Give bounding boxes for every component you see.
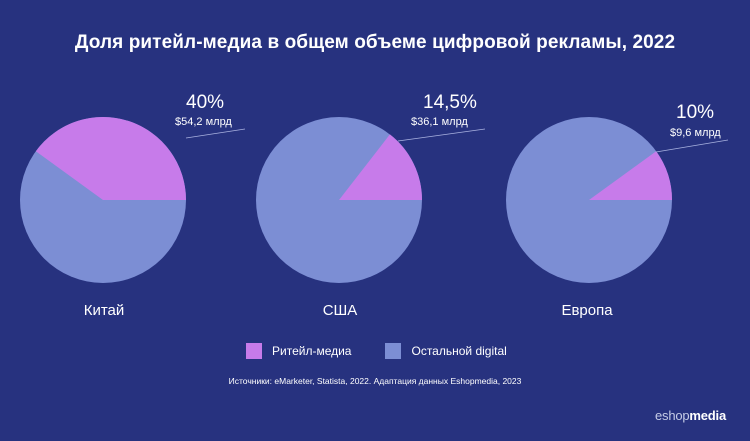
amount-label-europe: $9,6 млрд xyxy=(670,127,721,139)
country-label-usa: США xyxy=(322,302,358,319)
source-note: Источники: eMarketer, Statista, 2022. Ад… xyxy=(228,376,522,386)
pct-label-europe: 10% xyxy=(676,102,715,123)
legend-item-retail: Ритейл-медиа xyxy=(246,343,351,359)
country-label-europe: Европа xyxy=(561,302,613,319)
country-label-china: Китай xyxy=(83,302,125,319)
amount-label-usa: $36,1 млрд xyxy=(411,116,468,128)
amount-label-china: $54,2 млрд xyxy=(175,116,232,128)
leader-line-europe xyxy=(655,139,729,153)
brand-logo: eshopmedia xyxy=(655,408,726,423)
legend-item-other: Остальной digital xyxy=(385,343,507,359)
legend-swatch-retail xyxy=(246,343,262,359)
chart-title: Доля ритейл-медиа в общем объеме цифрово… xyxy=(74,32,676,53)
pie-slice-retail-china xyxy=(35,117,186,200)
legend-label-other: Остальной digital xyxy=(411,344,507,358)
legend: Ритейл-медиа Остальной digital xyxy=(246,340,541,362)
pie-slice-retail-europe xyxy=(589,151,672,200)
leader-line-usa xyxy=(397,128,486,142)
pie-slice-retail-usa xyxy=(339,134,422,200)
leader-line-china xyxy=(185,128,246,139)
pct-label-usa: 14,5% xyxy=(423,92,477,113)
pct-label-china: 40% xyxy=(186,92,225,113)
legend-swatch-other xyxy=(385,343,402,359)
legend-label-retail: Ритейл-медиа xyxy=(272,344,352,358)
